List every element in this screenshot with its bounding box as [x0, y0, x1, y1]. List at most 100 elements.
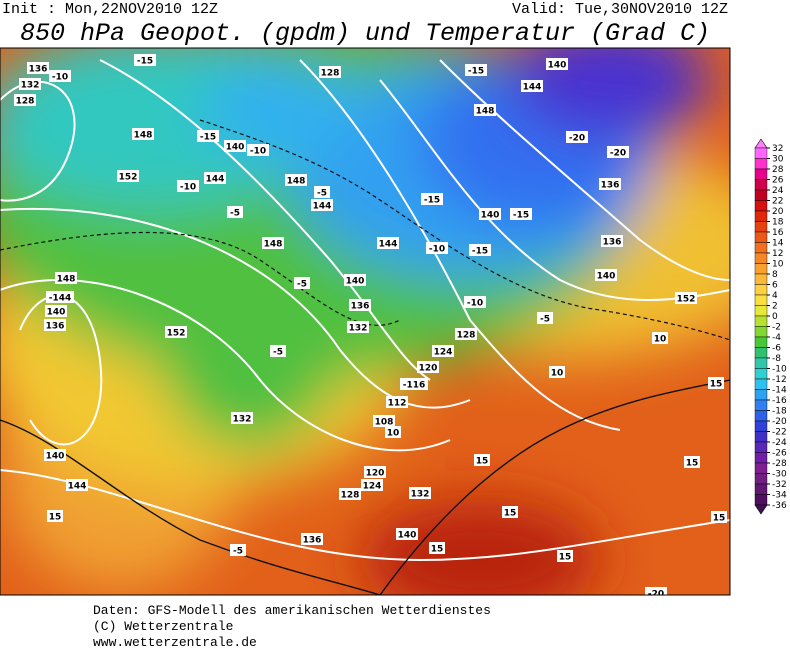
contour-label: 148: [476, 107, 495, 117]
label-box: [134, 54, 156, 66]
colorbar-segment: [754, 368, 768, 380]
label-box: [566, 131, 588, 143]
label-box: [314, 186, 330, 198]
contour-label: 120: [366, 469, 385, 479]
colorbar-segment: [754, 210, 768, 222]
colorbar-label: -10: [772, 365, 787, 375]
colorbar-label: -16: [772, 396, 787, 406]
label-box: [373, 415, 395, 427]
colorbar-label: -34: [772, 491, 787, 501]
contour-label: 132: [233, 415, 252, 425]
map-frame: [0, 47, 731, 596]
label-box: [47, 510, 63, 522]
contour-label: -10: [52, 73, 68, 83]
colorbar: 32302826242220181614121086420-2-4-6-8-10…: [754, 138, 787, 515]
label-box: [344, 274, 366, 286]
contour-label: -5: [297, 280, 307, 290]
colorbar-label: -18: [772, 407, 787, 417]
label-box: [377, 237, 399, 249]
label-box: [364, 466, 386, 478]
contour-label: 15: [504, 509, 517, 519]
label-box: [469, 244, 491, 256]
label-box: [117, 170, 139, 182]
colorbar-label: 2: [772, 302, 778, 312]
label-box: [645, 587, 667, 595]
contour-label: 140: [597, 272, 616, 282]
contour-label: 128: [341, 491, 360, 501]
label-box: [455, 328, 477, 340]
label-box: [474, 454, 490, 466]
colorbar-label: 28: [772, 165, 784, 175]
contour-label: -15: [137, 57, 153, 67]
label-box: [247, 144, 269, 156]
colorbar-segment: [754, 399, 768, 411]
colorbar-segment: [754, 200, 768, 212]
contour-label: -15: [513, 211, 529, 221]
label-box: [474, 104, 496, 116]
map: 136 -10 132 128 148 -15 140 -10 152 144 -10 -5 148 -5…: [0, 48, 730, 595]
colorbar-label: -12: [772, 375, 787, 385]
contour-label: -10: [467, 299, 483, 309]
contour-label: -15: [424, 196, 440, 206]
label-box: [385, 426, 401, 438]
contour-label: 140: [226, 143, 245, 153]
label-box: [66, 479, 88, 491]
colorbar-segment: [754, 410, 768, 422]
contour-label: 136: [351, 302, 370, 312]
footer-line: (C) Wetterzentrale: [93, 619, 233, 634]
colorbar-segment: [754, 483, 768, 495]
label-box: [675, 292, 697, 304]
contour-label: 140: [548, 61, 567, 71]
contour-label: 136: [303, 536, 322, 546]
colorbar-segment: [754, 473, 768, 485]
label-box: [319, 66, 341, 78]
contour-label: 152: [167, 329, 186, 339]
contour-label: 148: [264, 240, 283, 250]
colorbar-label: -22: [772, 428, 787, 438]
colorbar-segment: [754, 357, 768, 369]
colorbar-label: 30: [772, 155, 784, 165]
colorbar-label: 6: [772, 281, 778, 291]
colorbar-segment: [754, 147, 768, 159]
colorbar-label: -14: [772, 386, 787, 396]
label-box: [285, 174, 307, 186]
label-box: [386, 396, 408, 408]
contour-label: -5: [317, 189, 327, 199]
contour-label: 140: [346, 277, 365, 287]
label-box: [465, 64, 487, 76]
label-box: [19, 78, 41, 90]
label-box: [607, 146, 629, 158]
label-box: [46, 291, 74, 303]
colorbar-segment: [754, 431, 768, 443]
label-box: [421, 193, 443, 205]
contour-label: 10: [654, 335, 667, 345]
label-box: [224, 140, 246, 152]
colorbar-arrow: [754, 504, 768, 515]
colorbar-segment: [754, 389, 768, 401]
label-box: [599, 178, 621, 190]
label-box: [546, 58, 568, 70]
contour-label: 10: [551, 369, 564, 379]
colorbar-label: 22: [772, 197, 783, 207]
colorbar-label: 14: [772, 239, 784, 249]
label-box: [521, 80, 543, 92]
valid-time: Valid: Tue,30NOV2010 12Z: [512, 1, 728, 18]
colorbar-label: 8: [772, 270, 778, 280]
contour-label: -10: [180, 183, 196, 193]
colorbar-segment: [754, 168, 768, 180]
contour-label: 144: [523, 83, 542, 93]
colorbar-label: -30: [772, 470, 787, 480]
colorbar-segment: [754, 315, 768, 327]
colorbar-label: -6: [772, 344, 781, 354]
contour-label: -10: [429, 245, 445, 255]
colorbar-label: -8: [772, 354, 781, 364]
colorbar-label: -24: [772, 438, 787, 448]
label-box: [711, 511, 727, 523]
label-box: [396, 528, 418, 540]
contour-label: 124: [434, 348, 453, 358]
contour-label: 144: [313, 202, 332, 212]
colorbar-label: -28: [772, 459, 787, 469]
contour-label: 148: [287, 177, 306, 187]
contour-label: 120: [419, 364, 438, 374]
